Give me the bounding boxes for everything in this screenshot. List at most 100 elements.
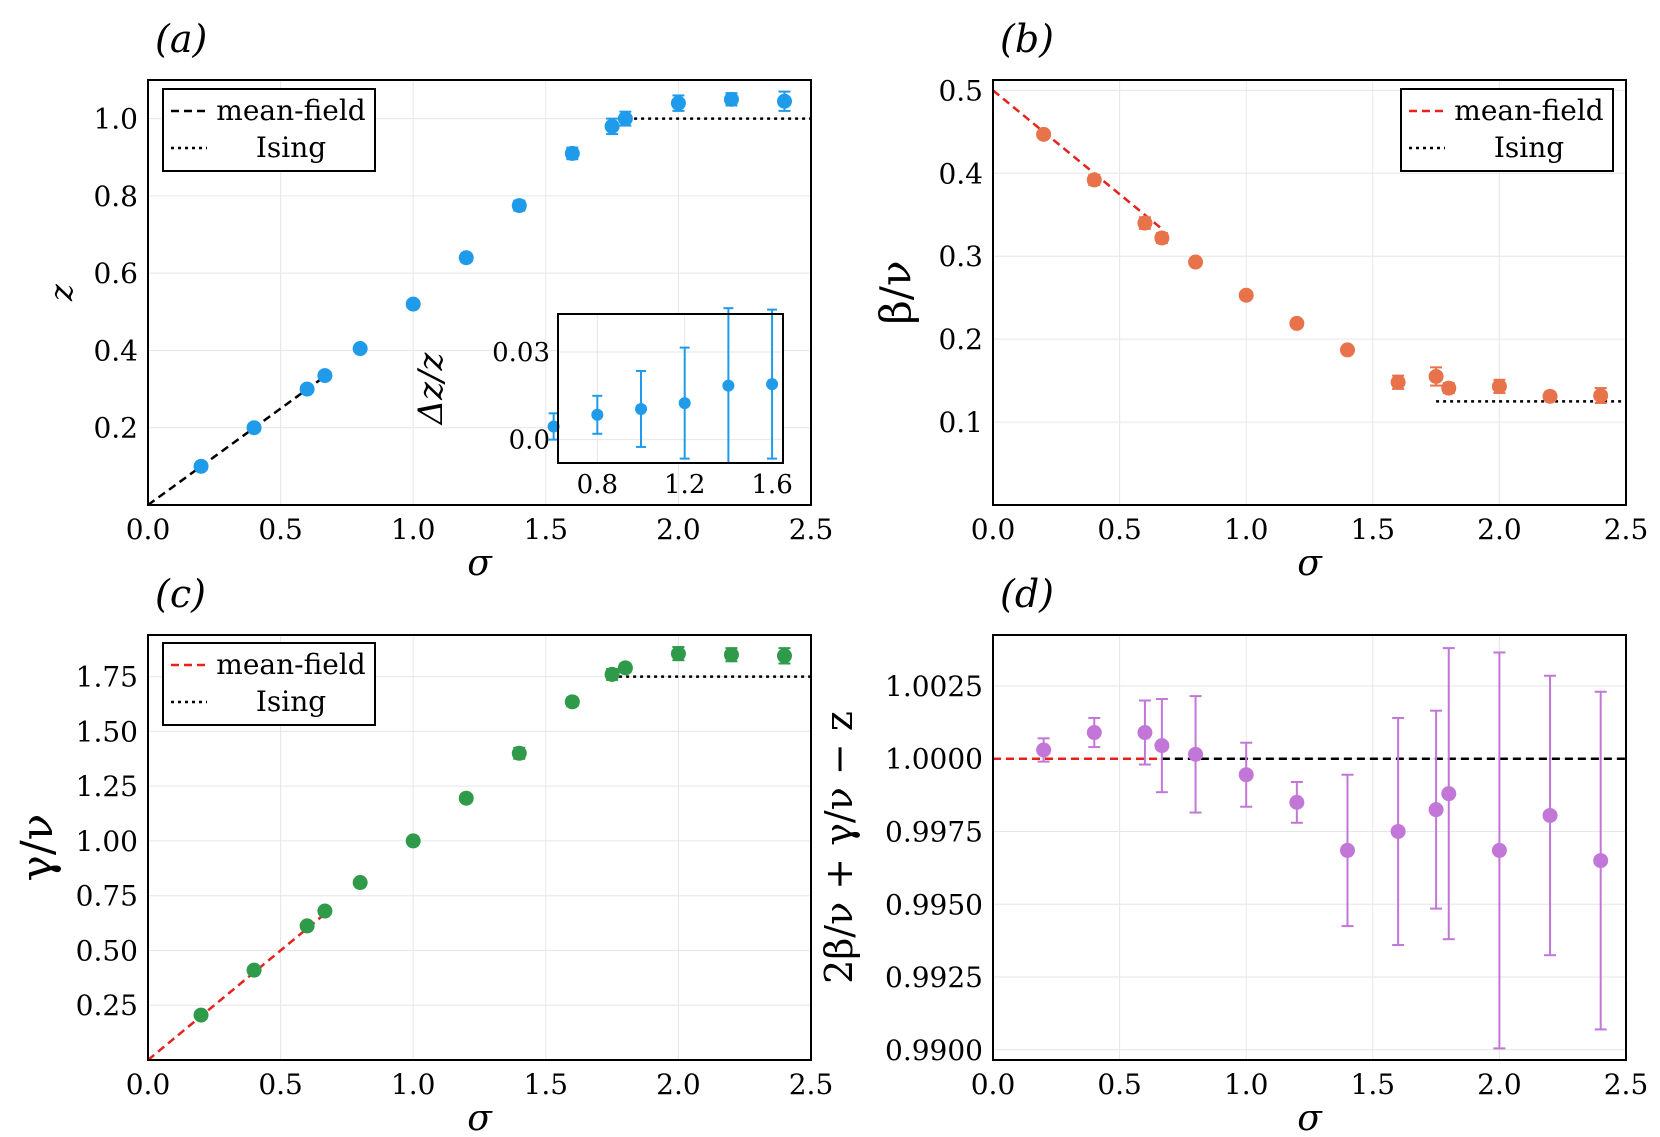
inset-data-point (635, 402, 648, 415)
legend-box (162, 642, 376, 726)
data-point (670, 646, 686, 662)
data-point (1339, 842, 1355, 858)
x-tick-label: 1.5 (1351, 1068, 1396, 1101)
data-point (352, 341, 368, 357)
legend-label: mean-field (1454, 94, 1604, 127)
data-point (1390, 823, 1406, 839)
data-point (723, 91, 739, 107)
data-point (317, 368, 333, 384)
x-tick-label: 2.0 (1477, 513, 1522, 546)
reference-line-mean-field (992, 89, 1163, 230)
x-tick-label: 0.5 (1097, 513, 1142, 546)
x-axis-label: σ (1297, 543, 1323, 584)
x-tick-label: 2.5 (789, 1068, 834, 1101)
x-tick-label: 2.0 (1477, 1068, 1522, 1101)
x-tick-label: 0.5 (258, 1068, 303, 1101)
panel-d: 0.0 0.5 1.0 1.5 2.0 2.5 0.9900 0.9925 0.9950 0.99… (817, 572, 1648, 1137)
y-axis-label: γ/ν (12, 814, 63, 882)
x-tick-label: 2.5 (1604, 513, 1649, 546)
inset-data-point (547, 420, 560, 433)
data-point (1137, 215, 1153, 231)
data-point (299, 381, 315, 397)
data-point (458, 250, 474, 266)
legend: mean-field Ising (162, 88, 376, 172)
data-point (1086, 172, 1102, 188)
data-point (193, 458, 209, 474)
y-axis-label: z (42, 283, 80, 302)
data-point (1188, 746, 1204, 762)
data-point (1137, 725, 1153, 741)
data-point (246, 420, 262, 436)
y-tick-label: 0.75 (76, 880, 138, 913)
y-tick-label: 0.2 (938, 323, 983, 356)
data-point (670, 95, 686, 111)
data-point (511, 745, 527, 761)
y-tick-label: 0.8 (93, 180, 138, 213)
y-tick-label: 1.50 (76, 715, 138, 748)
data-point (1542, 388, 1558, 404)
panel-label: (c) (155, 572, 206, 616)
data-point (604, 666, 620, 682)
inset-data-point (678, 397, 691, 410)
y-tick-label: 0.4 (93, 334, 138, 367)
data-point (1036, 126, 1052, 142)
inset-x-tick-label: 1.6 (751, 470, 792, 500)
y-tick-label: 0.9950 (885, 888, 983, 921)
data-point (405, 833, 421, 849)
inset-data-point (766, 378, 779, 391)
data-point (1542, 807, 1558, 823)
data-point (246, 962, 262, 978)
x-tick-label: 1.5 (1351, 513, 1396, 546)
inset-data-point (722, 379, 735, 392)
x-tick-label: 1.0 (1224, 513, 1269, 546)
data-point (564, 694, 580, 710)
panel-label: (b) (1000, 17, 1054, 61)
plot-frame (147, 79, 812, 506)
data-point (1441, 786, 1457, 802)
data-point (1491, 378, 1507, 394)
inset-y-tick-label: 0.0 (509, 426, 550, 456)
data-point (1390, 374, 1406, 390)
x-tick-label: 1.0 (391, 513, 436, 546)
legend-label: Ising (256, 685, 326, 718)
data-point (1491, 842, 1507, 858)
y-tick-label: 0.6 (93, 257, 138, 290)
data-point (1154, 738, 1170, 754)
data-point (776, 648, 792, 664)
y-tick-label: 1.0000 (885, 743, 983, 776)
x-tick-label: 0.5 (1097, 1068, 1142, 1101)
plot-frame (992, 79, 1627, 506)
data-point (1086, 725, 1102, 741)
x-tick-label: 0.5 (258, 513, 303, 546)
inset: 0.8 1.2 1.6 0.0 0.03 Δz/z (411, 307, 793, 500)
data-point (604, 118, 620, 134)
data-point (1188, 254, 1204, 270)
legend-box (1400, 88, 1614, 172)
legend-box (162, 88, 376, 172)
y-tick-label: 1.0025 (885, 670, 983, 703)
y-tick-label: 1.00 (76, 825, 138, 858)
data-point (1339, 342, 1355, 358)
inset-frame (557, 313, 784, 464)
reference-line-mean-field (147, 912, 326, 1061)
y-tick-label: 0.1 (938, 406, 983, 439)
data-point (564, 145, 580, 161)
data-point (1036, 742, 1052, 758)
data-point (1593, 853, 1609, 869)
x-tick-label: 1.0 (391, 1068, 436, 1101)
inset-y-tick-label: 0.03 (492, 338, 550, 368)
y-axis-label: β/ν (871, 261, 920, 325)
data-point (1428, 368, 1444, 384)
panel-b: 0.0 0.5 1.0 1.5 2.0 2.5 0.1 0.2 0.3 0.4 0.5 σ β/ν (b)… (871, 17, 1648, 584)
reference-line-mean-field (147, 375, 326, 507)
x-axis-label: σ (467, 1098, 493, 1137)
y-tick-label: 0.25 (76, 989, 138, 1022)
data-point (617, 111, 633, 127)
inset-background (558, 314, 783, 463)
y-tick-label: 0.2 (93, 412, 138, 445)
grid (992, 635, 1627, 1060)
inset-x-tick-label: 1.2 (664, 470, 705, 500)
x-tick-label: 0.0 (126, 1068, 171, 1101)
y-tick-label: 0.4 (938, 157, 983, 190)
y-tick-label: 0.50 (76, 934, 138, 967)
